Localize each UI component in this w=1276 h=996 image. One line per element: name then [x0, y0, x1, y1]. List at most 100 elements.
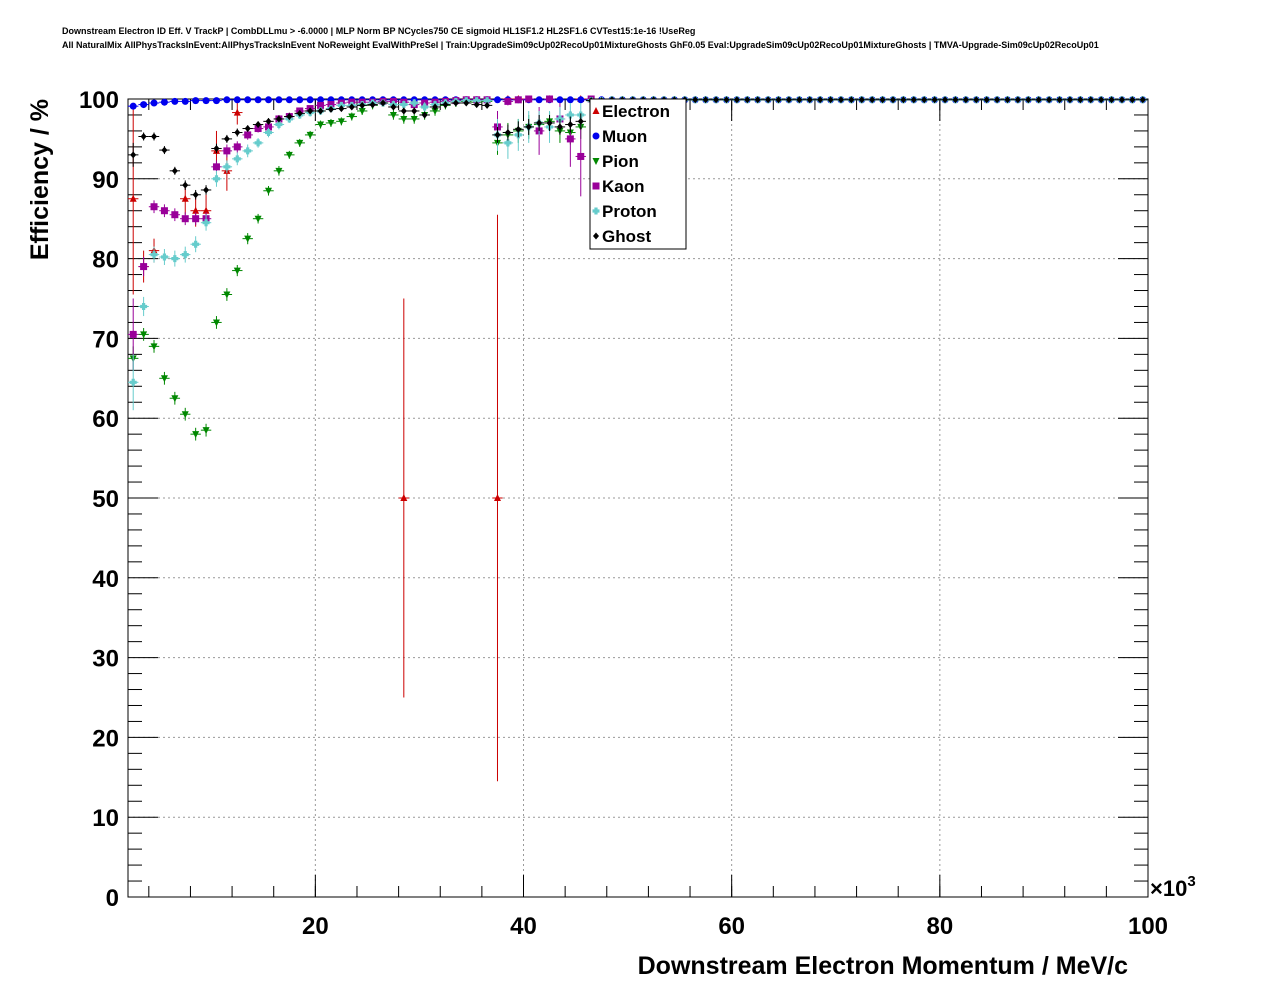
data-point: [765, 96, 772, 104]
data-point: [150, 203, 158, 211]
data-point: [848, 96, 855, 104]
data-point: [493, 494, 501, 501]
data-point: [161, 146, 168, 154]
data-point: [806, 96, 813, 104]
data-point: [275, 121, 283, 129]
data-point: [484, 101, 491, 109]
data-point: [879, 96, 886, 104]
y-tick-label: 40: [92, 566, 119, 593]
data-point: [910, 96, 917, 104]
data-point: [192, 240, 200, 248]
data-point: [233, 155, 241, 163]
y-tick-label: 80: [92, 247, 119, 274]
data-point: [1129, 96, 1136, 104]
data-point: [432, 103, 439, 111]
data-point: [515, 125, 522, 133]
data-point: [890, 96, 896, 104]
data-point: [327, 101, 335, 109]
data-point: [473, 97, 481, 105]
data-point: [1046, 96, 1053, 104]
data-point: [1004, 96, 1011, 104]
data-point: [244, 147, 252, 155]
data-point: [317, 121, 325, 129]
data-point: [129, 194, 137, 202]
data-point: [1056, 96, 1063, 104]
data-point: [140, 331, 148, 339]
data-point: [223, 291, 231, 299]
data-point: [233, 267, 241, 275]
data-point: [900, 96, 907, 104]
data-point: [160, 98, 168, 106]
data-point: [150, 251, 158, 259]
data-point: [348, 103, 355, 111]
data-point: [212, 175, 220, 183]
data-point: [338, 105, 345, 113]
data-point: [504, 97, 512, 105]
data-point: [254, 125, 262, 133]
series-ghost: [128, 96, 1148, 200]
data-point: [275, 167, 283, 175]
data-point: [994, 96, 1001, 104]
data-point: [327, 105, 334, 113]
data-point: [306, 131, 314, 139]
data-point: [348, 113, 356, 121]
data-point: [400, 115, 408, 123]
data-point: [390, 103, 397, 111]
series-pion: [128, 98, 586, 441]
data-point: [317, 107, 324, 115]
data-point: [577, 152, 585, 160]
data-point: [827, 96, 834, 104]
data-point: [307, 107, 314, 115]
data-point: [317, 101, 325, 109]
data-point: [171, 395, 179, 403]
data-point: [275, 115, 282, 123]
data-point: [265, 187, 273, 195]
data-point: [254, 215, 262, 223]
data-point: [233, 96, 241, 104]
data-point: [192, 206, 200, 214]
data-point: [702, 96, 709, 104]
legend-label: Electron: [602, 102, 670, 121]
data-point: [785, 96, 792, 104]
data-point: [942, 96, 949, 104]
data-point: [171, 211, 179, 219]
data-point: [421, 111, 428, 119]
data-point: [504, 139, 512, 147]
data-point: [410, 115, 418, 123]
data-point: [160, 375, 168, 383]
data-point: [775, 96, 782, 104]
series-electron: [128, 95, 586, 782]
data-point: [181, 194, 189, 202]
data-point: [369, 101, 376, 109]
data-point: [837, 96, 844, 104]
data-point: [493, 96, 501, 104]
data-point: [796, 96, 803, 104]
data-point: [1087, 96, 1094, 104]
data-point: [203, 186, 210, 194]
data-point: [265, 117, 272, 125]
data-point: [151, 133, 158, 141]
data-point: [265, 129, 273, 137]
data-point: [192, 97, 200, 105]
axis-ticks: 20 40 60 80 100 0 10 20 30 40 50 60 70 80 90 100: [79, 87, 1168, 940]
data-point: [181, 411, 189, 419]
data-point: [171, 255, 179, 263]
data-point: [431, 107, 439, 115]
data-point: [202, 427, 210, 435]
data-point: [296, 109, 303, 117]
y-tick-label: 70: [92, 326, 119, 353]
data-point: [817, 96, 824, 104]
legend-marker: [593, 232, 599, 240]
data-point: [129, 102, 137, 110]
data-point: [202, 206, 210, 214]
x-axis-label: Downstream Electron Momentum / MeV/c: [638, 952, 1128, 980]
data-point: [1066, 96, 1073, 104]
data-point: [744, 96, 751, 104]
data-point: [181, 251, 189, 259]
data-point: [1014, 96, 1021, 104]
data-point: [244, 96, 252, 104]
data-point: [1118, 96, 1125, 104]
y-tick-label: 60: [92, 406, 119, 433]
y-tick-label: 50: [92, 486, 119, 513]
x-tick-label: 60: [718, 913, 745, 940]
